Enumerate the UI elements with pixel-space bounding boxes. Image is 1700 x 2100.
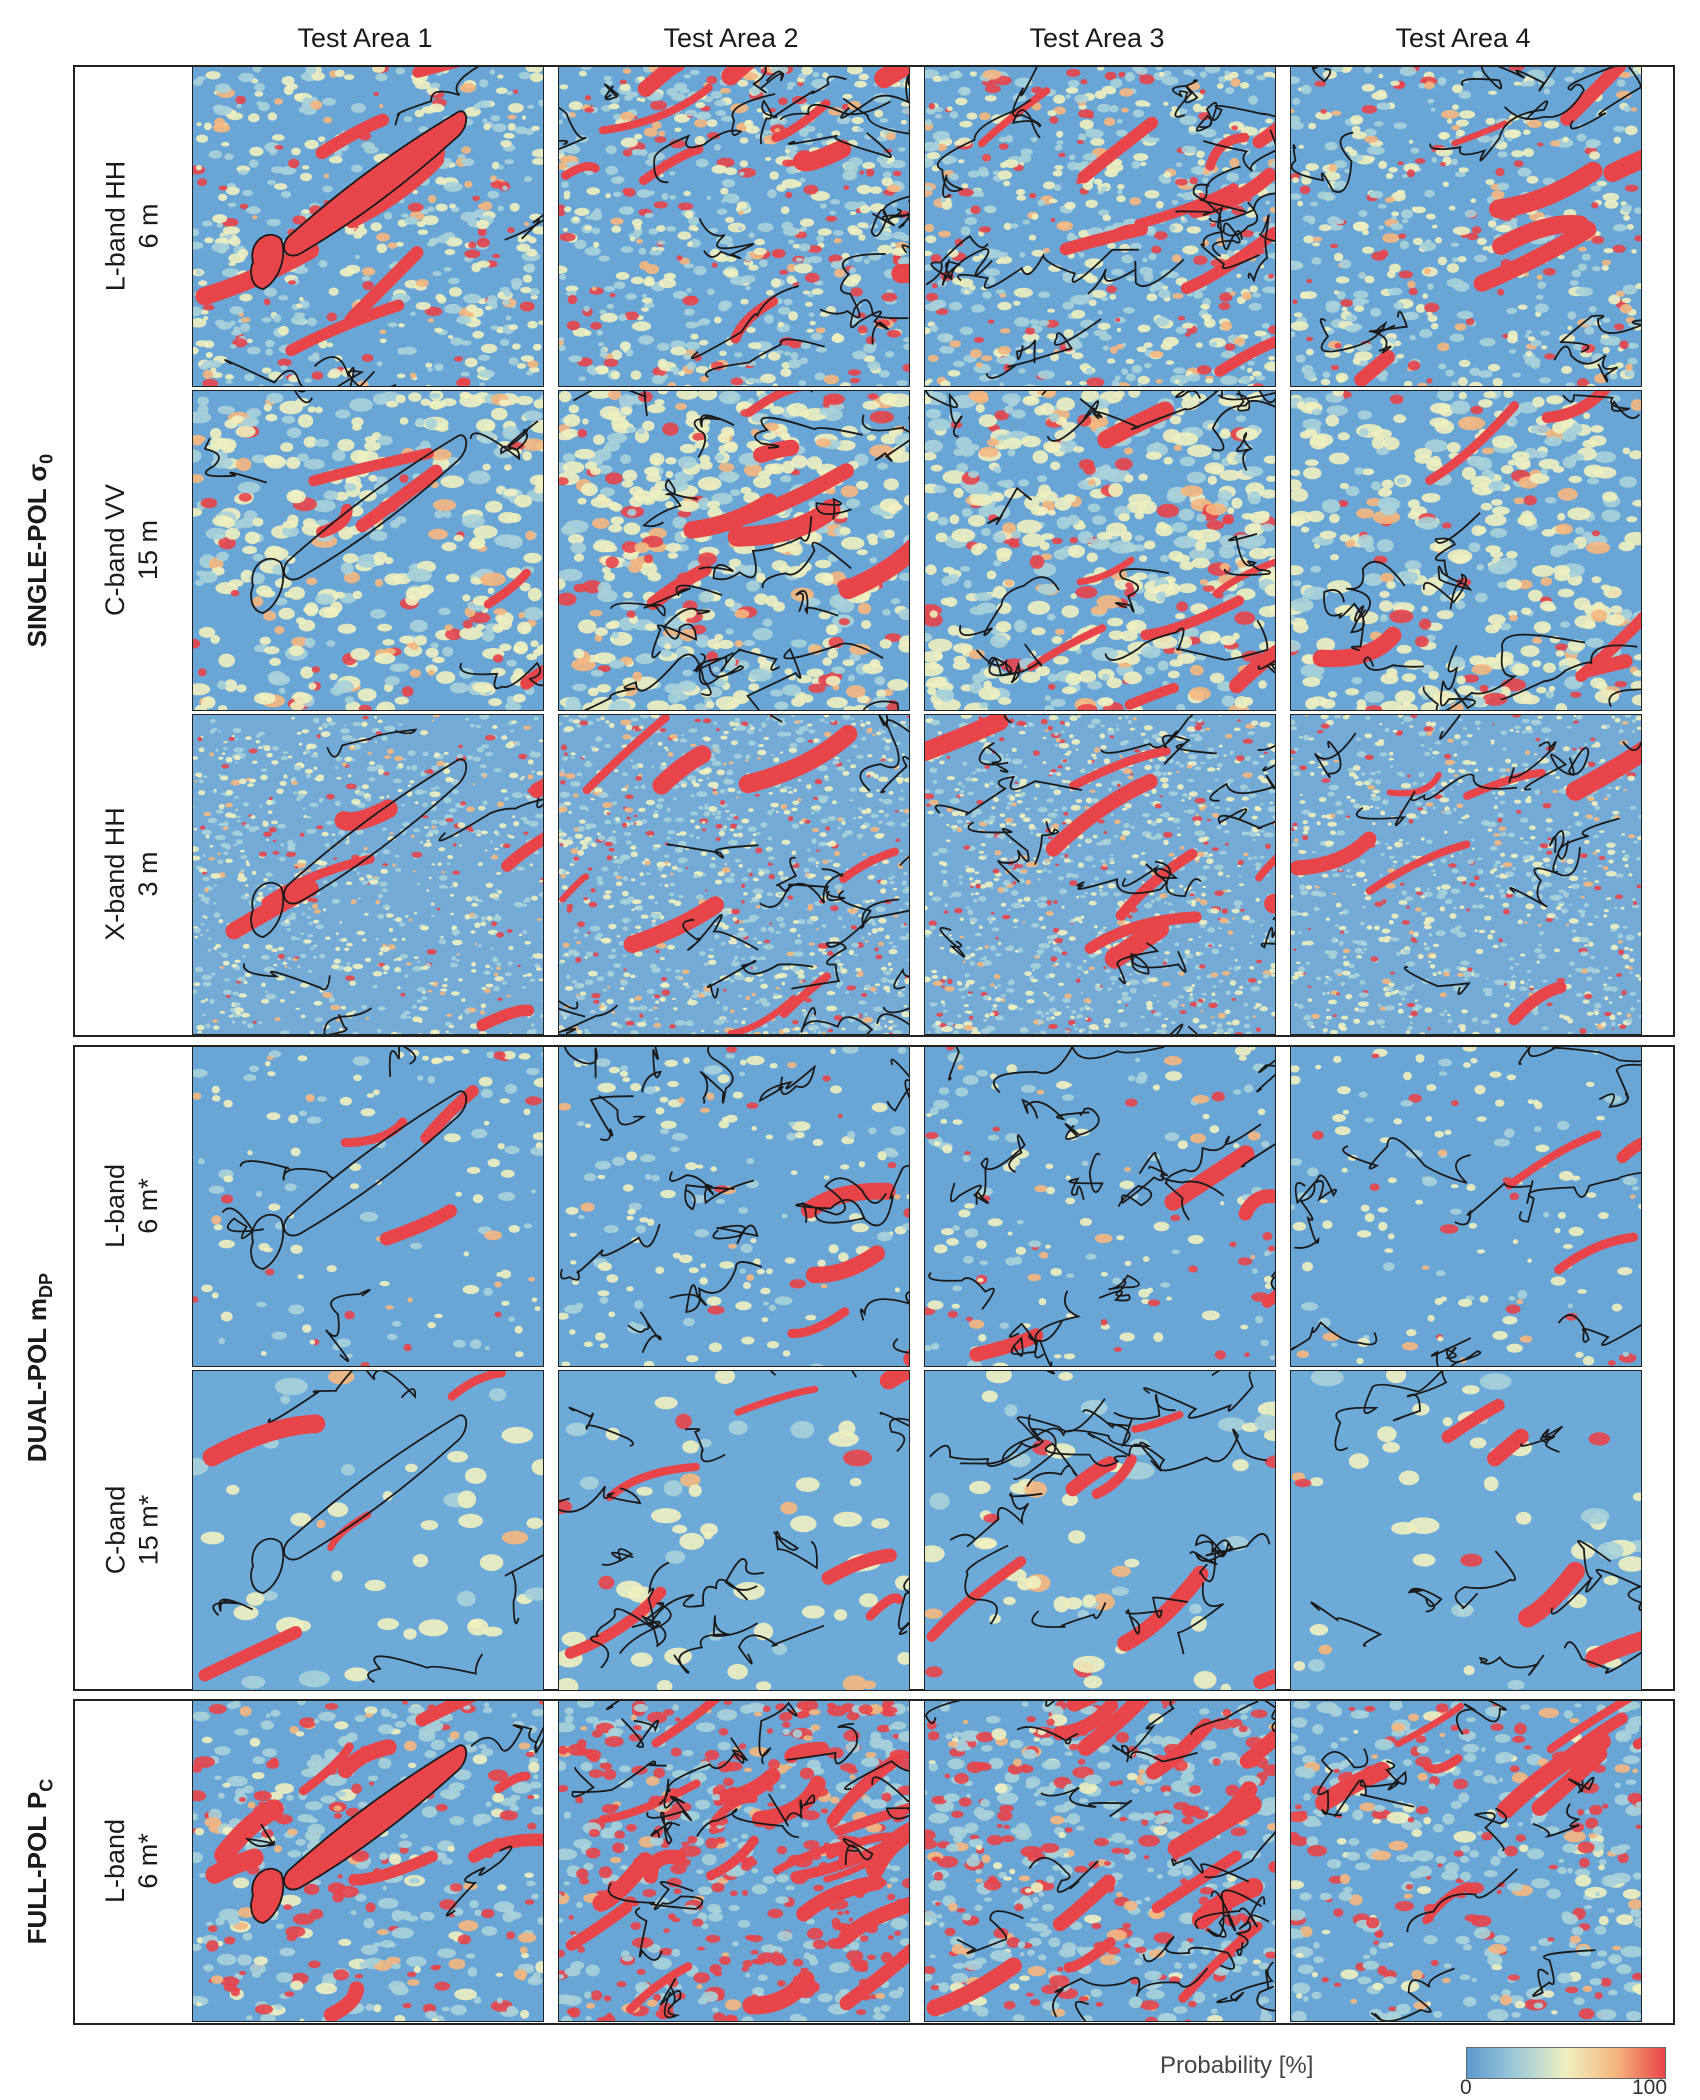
probability-map-xhh-area-1 — [192, 714, 544, 1035]
probability-map-cdp-area-1 — [192, 1370, 544, 1691]
group-label-full-pol: FULL-POL PC — [22, 1779, 57, 1945]
probability-map-cvv-area-4 — [1290, 390, 1642, 711]
probability-map-lhh-area-4 — [1290, 66, 1642, 387]
probability-map-cvv-area-2 — [558, 390, 910, 711]
probability-map-cvv-area-3 — [924, 390, 1276, 711]
row-label-x-band-hh: X-band HH 3 m — [100, 807, 164, 941]
probability-map-cdp-area-4 — [1290, 1370, 1642, 1691]
column-header-test-area-2: Test Area 2 — [663, 23, 799, 53]
probability-map-lpc-area-4 — [1290, 1700, 1642, 2022]
probability-map-ldp-area-1 — [192, 1046, 544, 1367]
probability-map-cdp-area-2 — [558, 1370, 910, 1691]
legend-max-label: 100 — [1632, 2076, 1668, 2099]
column-header-test-area-4: Test Area 4 — [1395, 23, 1531, 53]
probability-map-cdp-area-3 — [924, 1370, 1276, 1691]
group-label-single-pol: SINGLE-POL σ0 — [22, 454, 57, 648]
probability-map-xhh-area-3 — [924, 714, 1276, 1035]
probability-map-lpc-area-3 — [924, 1700, 1276, 2022]
probability-map-ldp-area-3 — [924, 1046, 1276, 1367]
row-label-l-band-full: L-band 6 m* — [99, 1818, 163, 1904]
row-label-c-band-dual: C-band 15 m* — [100, 1485, 163, 1575]
probability-map-lpc-area-1 — [192, 1700, 544, 2022]
probability-map-xhh-area-4 — [1290, 714, 1642, 1035]
group-label-dual-pol: DUAL-POL mDP — [22, 1273, 57, 1463]
probability-map-ldp-area-4 — [1290, 1046, 1642, 1367]
legend-title: Probability [%] — [1160, 2052, 1314, 2079]
probability-map-lhh-area-2 — [558, 66, 910, 387]
probability-map-lhh-area-1 — [192, 66, 544, 387]
probability-map-ldp-area-2 — [558, 1046, 910, 1367]
probability-colorbar — [1466, 2047, 1666, 2079]
legend-min-label: 0 — [1460, 2076, 1472, 2099]
probability-map-cvv-area-1 — [192, 390, 544, 711]
probability-map-lpc-area-2 — [558, 1700, 910, 2022]
row-label-l-band-hh: L-band HH 6 m — [100, 160, 164, 292]
row-label-c-band-vv: C-band VV 15 m — [100, 483, 164, 617]
column-header-test-area-3: Test Area 3 — [1029, 23, 1165, 53]
probability-map-xhh-area-2 — [558, 714, 910, 1035]
column-header-test-area-1: Test Area 1 — [297, 23, 433, 53]
probability-map-lhh-area-3 — [924, 66, 1276, 387]
row-label-l-band-dual: L-band 6 m* — [99, 1163, 163, 1249]
